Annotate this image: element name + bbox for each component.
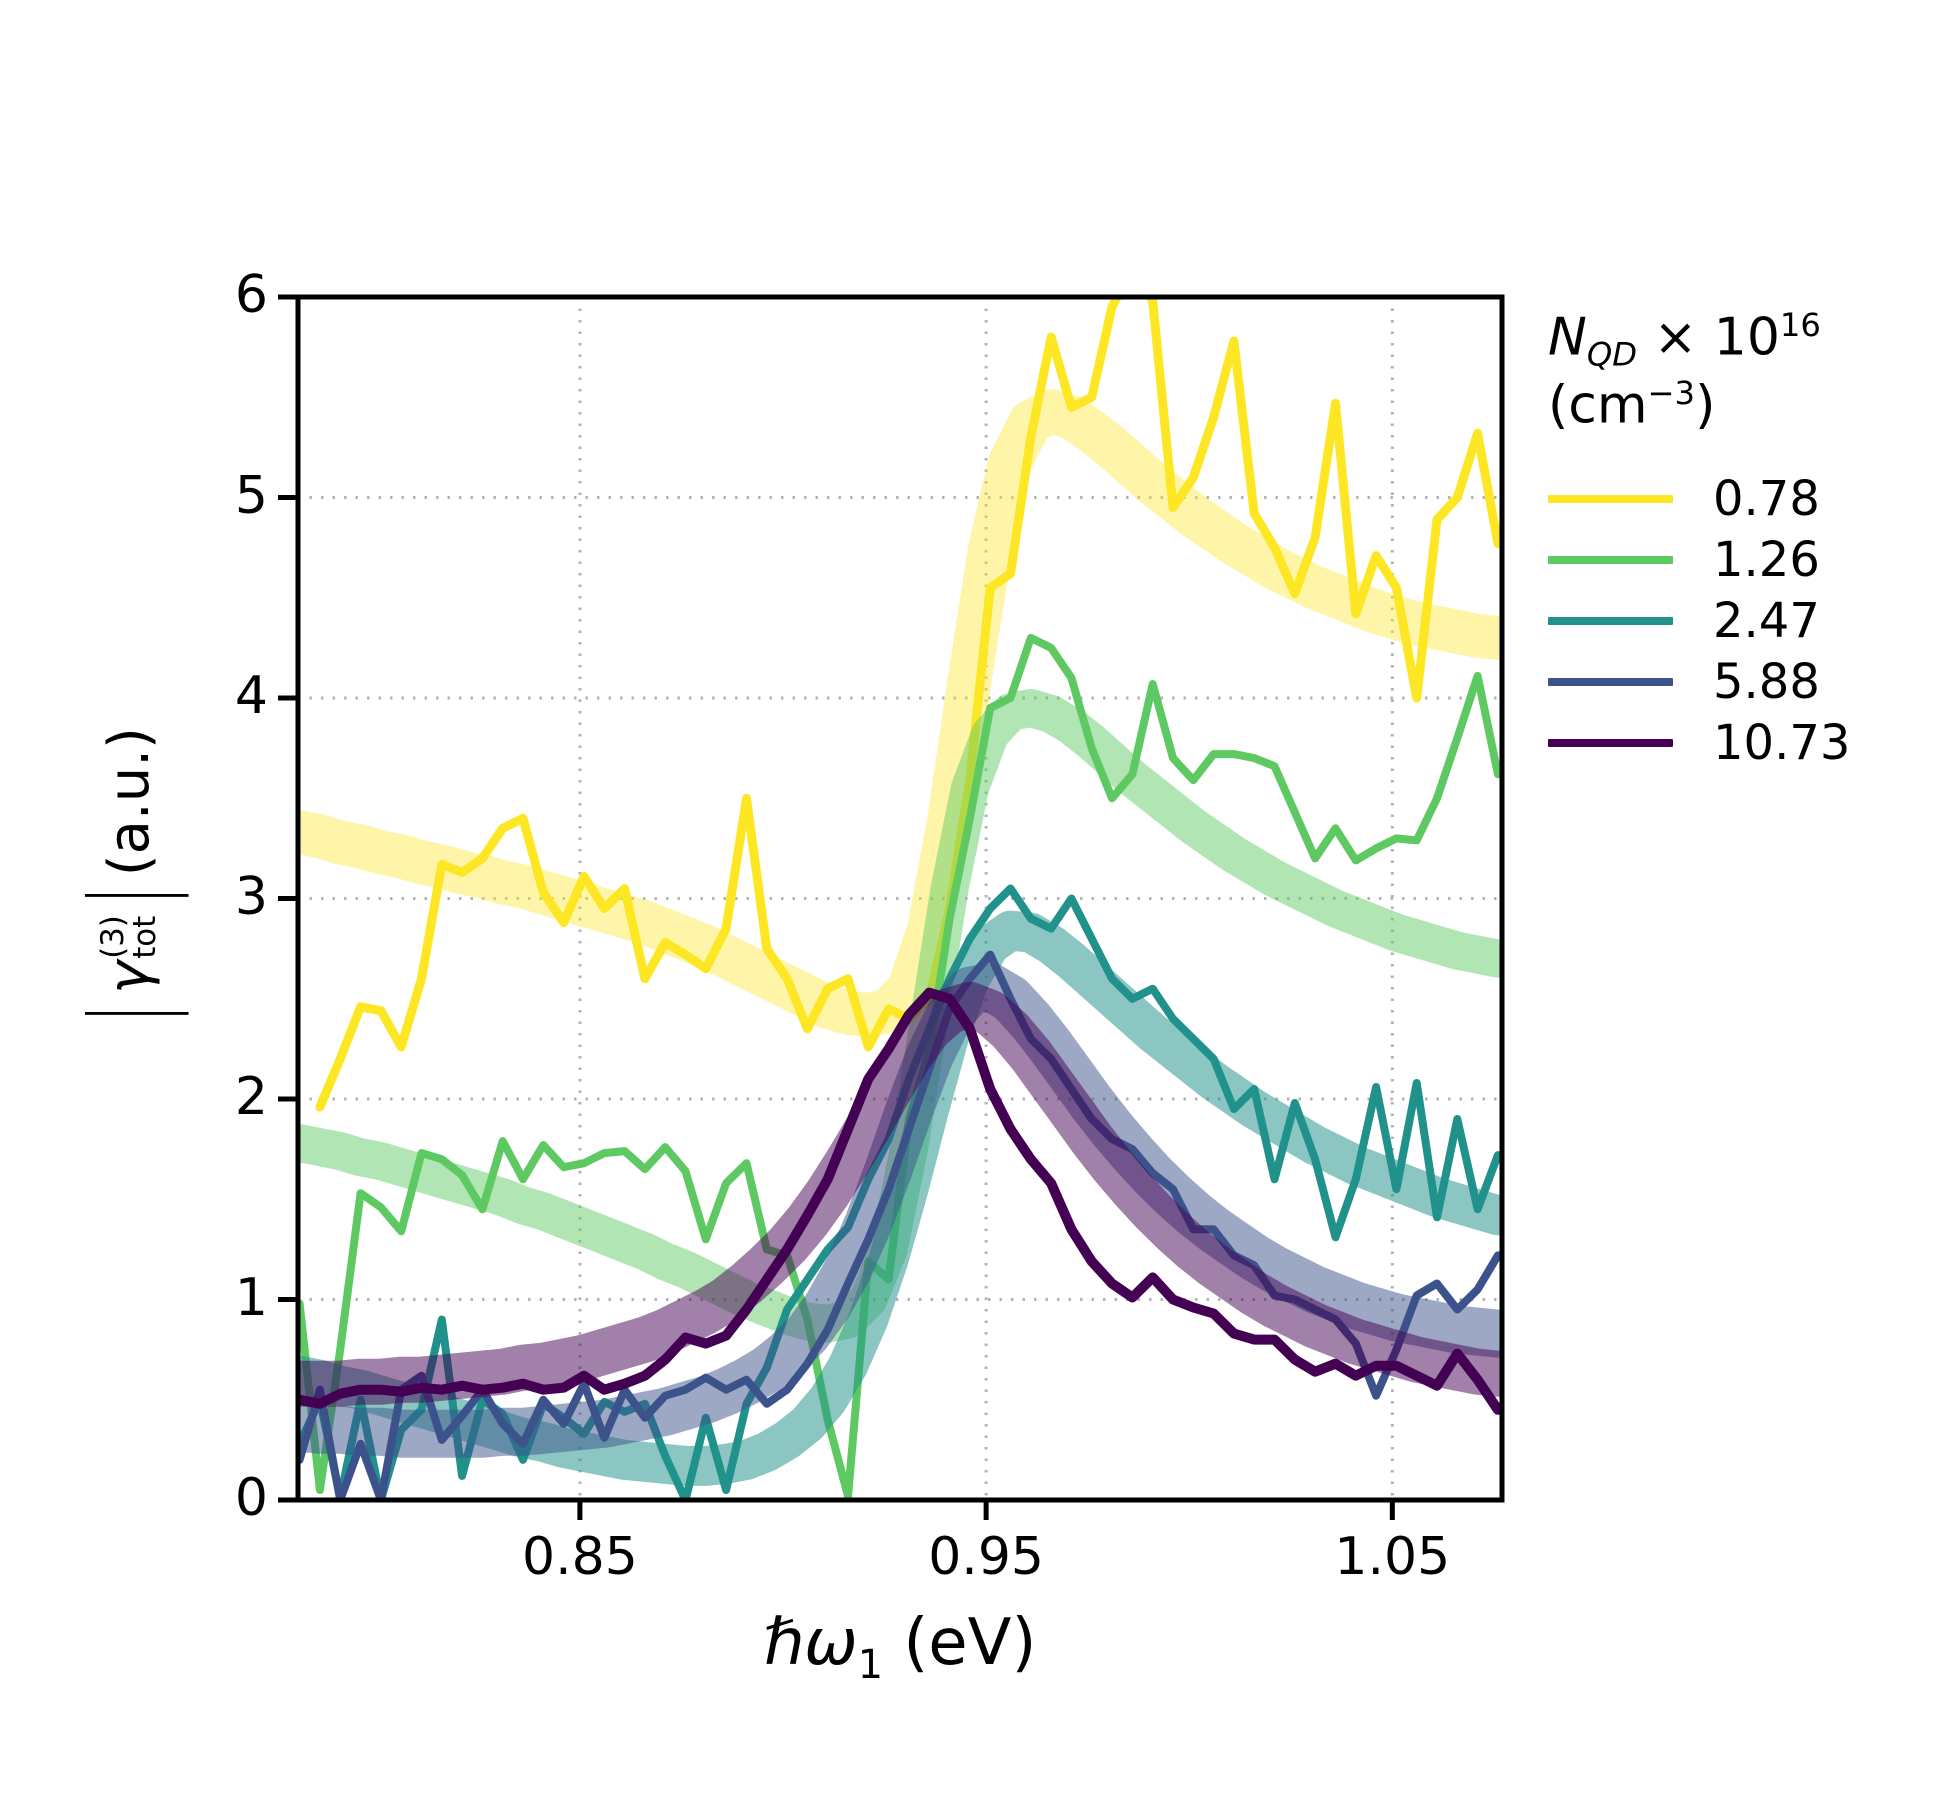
y-tick-4: 4 xyxy=(234,666,268,726)
legend-swatch-1.26 xyxy=(1548,555,1673,564)
x-tick-0.95: 0.95 xyxy=(928,1527,1044,1587)
y-tick-0: 0 xyxy=(234,1468,268,1528)
series-group xyxy=(298,297,1502,1500)
fit-band-NQD-10.73 xyxy=(298,981,1502,1407)
legend-entries: 0.78 1.26 2.47 5.88 10.73 xyxy=(1548,468,1948,773)
legend-label-2.47: 2.47 xyxy=(1713,592,1820,649)
legend-label-1.26: 1.26 xyxy=(1713,531,1820,588)
xlabel-subscript: 1 xyxy=(857,1641,883,1688)
legend-entry-2.47: 2.47 xyxy=(1548,590,1948,651)
legend-entry-1.26: 1.26 xyxy=(1548,529,1948,590)
legend-entry-0.78: 0.78 xyxy=(1548,468,1948,529)
ylabel-right-bar: | xyxy=(69,885,189,907)
legend: NQD × 1016 (cm−3) 0.78 1.26 2.47 5.88 10.73 xyxy=(1548,306,1948,773)
tick-marks xyxy=(278,294,1395,1520)
fit-band-NQD-5.88 xyxy=(298,962,1502,1458)
legend-swatch-2.47 xyxy=(1548,616,1673,625)
x-axis-label: ℏω1 (eV) xyxy=(600,1606,1200,1688)
ylabel-subscript: tot xyxy=(127,915,163,959)
legend-entry-5.88: 5.88 xyxy=(1548,651,1948,712)
x-tick-1.05: 1.05 xyxy=(1334,1527,1451,1587)
y-tick-5: 5 xyxy=(234,465,268,526)
legend-swatch-10.73 xyxy=(1548,738,1673,747)
x-tick-0.85: 0.85 xyxy=(522,1527,638,1587)
legend-swatch-5.88 xyxy=(1548,677,1673,686)
legend-label-5.88: 5.88 xyxy=(1713,653,1820,710)
ylabel-superscript: (3) xyxy=(94,915,131,959)
data-line-NQD-10.73 xyxy=(298,987,1502,1415)
ylabel-gamma: γ xyxy=(96,960,162,994)
legend-label-10.73: 10.73 xyxy=(1713,714,1851,771)
xlabel-omega: ω xyxy=(804,1606,858,1680)
ylabel-unit: (a.u.) xyxy=(96,727,162,877)
legend-title-line1: NQD × 1016 xyxy=(1548,306,1821,374)
legend-entry-10.73: 10.73 xyxy=(1548,712,1948,773)
y-tick-3: 3 xyxy=(234,866,268,927)
legend-label-0.78: 0.78 xyxy=(1713,470,1820,527)
ylabel-left-bar: | xyxy=(69,1002,189,1024)
y-axis-label: | γ (3) tot | (a.u.) xyxy=(64,570,194,1190)
y-tick-2: 2 xyxy=(234,1067,268,1127)
y-tick-6: 6 xyxy=(234,265,268,325)
legend-title-line2: (cm−3) xyxy=(1548,373,1716,436)
legend-title: NQD × 1016 (cm−3) xyxy=(1548,306,1948,436)
xlabel-unit: (eV) xyxy=(882,1606,1037,1680)
y-tick-1: 1 xyxy=(234,1267,268,1328)
xlabel-hbar: ℏ xyxy=(763,1606,805,1680)
axes-spines xyxy=(295,294,1505,1503)
legend-swatch-0.78 xyxy=(1548,494,1673,503)
